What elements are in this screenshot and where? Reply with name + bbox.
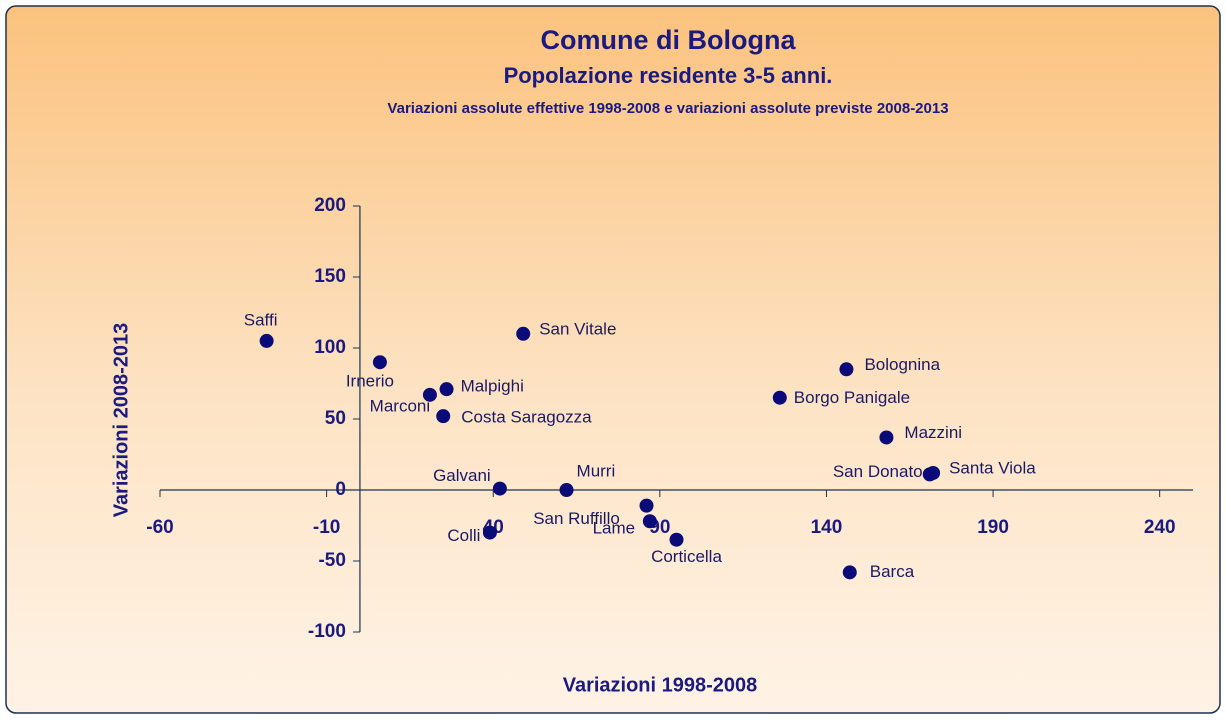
data-point: [436, 409, 451, 424]
data-point: [259, 333, 274, 348]
data-point: [439, 382, 454, 397]
data-point: [839, 362, 854, 377]
x-axis-label: Variazioni 1998-2008: [563, 674, 758, 696]
y-tick-label: 50: [325, 408, 346, 429]
y-axis-label: Variazioni 2008-2013: [110, 323, 132, 518]
data-point: [642, 514, 657, 529]
chart-title: Comune di Bologna: [541, 25, 797, 55]
y-tick-label: 0: [335, 479, 346, 500]
x-tick-label: 190: [977, 517, 1009, 538]
chart-caption: Variazioni assolute effettive 1998-2008 …: [387, 100, 948, 117]
data-point: [372, 355, 387, 370]
data-point: [492, 481, 507, 496]
x-tick-label: 240: [1144, 517, 1176, 538]
x-tick-label: -10: [313, 517, 340, 538]
data-point: [669, 532, 684, 547]
point-label: Malpighi: [461, 377, 524, 396]
data-point: [926, 465, 941, 480]
y-tick-label: 150: [314, 266, 346, 287]
y-tick-label: -100: [308, 621, 346, 642]
point-label: Costa Saragozza: [461, 408, 592, 427]
data-point: [482, 525, 497, 540]
point-label: Borgo Panigale: [794, 388, 910, 407]
y-tick-label: -50: [318, 550, 345, 571]
data-point: [639, 498, 654, 513]
point-label: San Donato: [833, 462, 923, 481]
point-label: Corticella: [651, 547, 722, 566]
y-tick-label: 200: [314, 195, 346, 216]
point-label: Colli: [447, 526, 480, 545]
point-label: Saffi: [244, 310, 278, 329]
y-tick-label: 100: [314, 337, 346, 358]
x-tick-label: -60: [146, 517, 173, 538]
background: [5, 5, 1221, 714]
point-label: Bolognina: [864, 355, 940, 374]
data-point: [772, 390, 787, 405]
point-label: Lame: [593, 519, 636, 538]
point-label: San Ruffillo: [533, 509, 620, 528]
point-label: Mazzini: [904, 423, 962, 442]
point-label: San Vitale: [539, 319, 616, 338]
x-tick-label: 140: [811, 517, 843, 538]
point-label: Galvani: [433, 466, 491, 485]
data-point: [879, 430, 894, 445]
data-point: [842, 565, 857, 580]
point-label: Marconi: [370, 396, 430, 415]
data-point: [516, 326, 531, 341]
point-label: Murri: [577, 461, 616, 480]
data-point: [422, 387, 437, 402]
data-point: [559, 483, 574, 497]
point-label: Santa Viola: [949, 458, 1036, 477]
point-label: Barca: [870, 562, 915, 581]
chart-subtitle: Popolazione residente 3-5 anni.: [504, 63, 833, 88]
point-label: Irnerio: [346, 372, 394, 391]
